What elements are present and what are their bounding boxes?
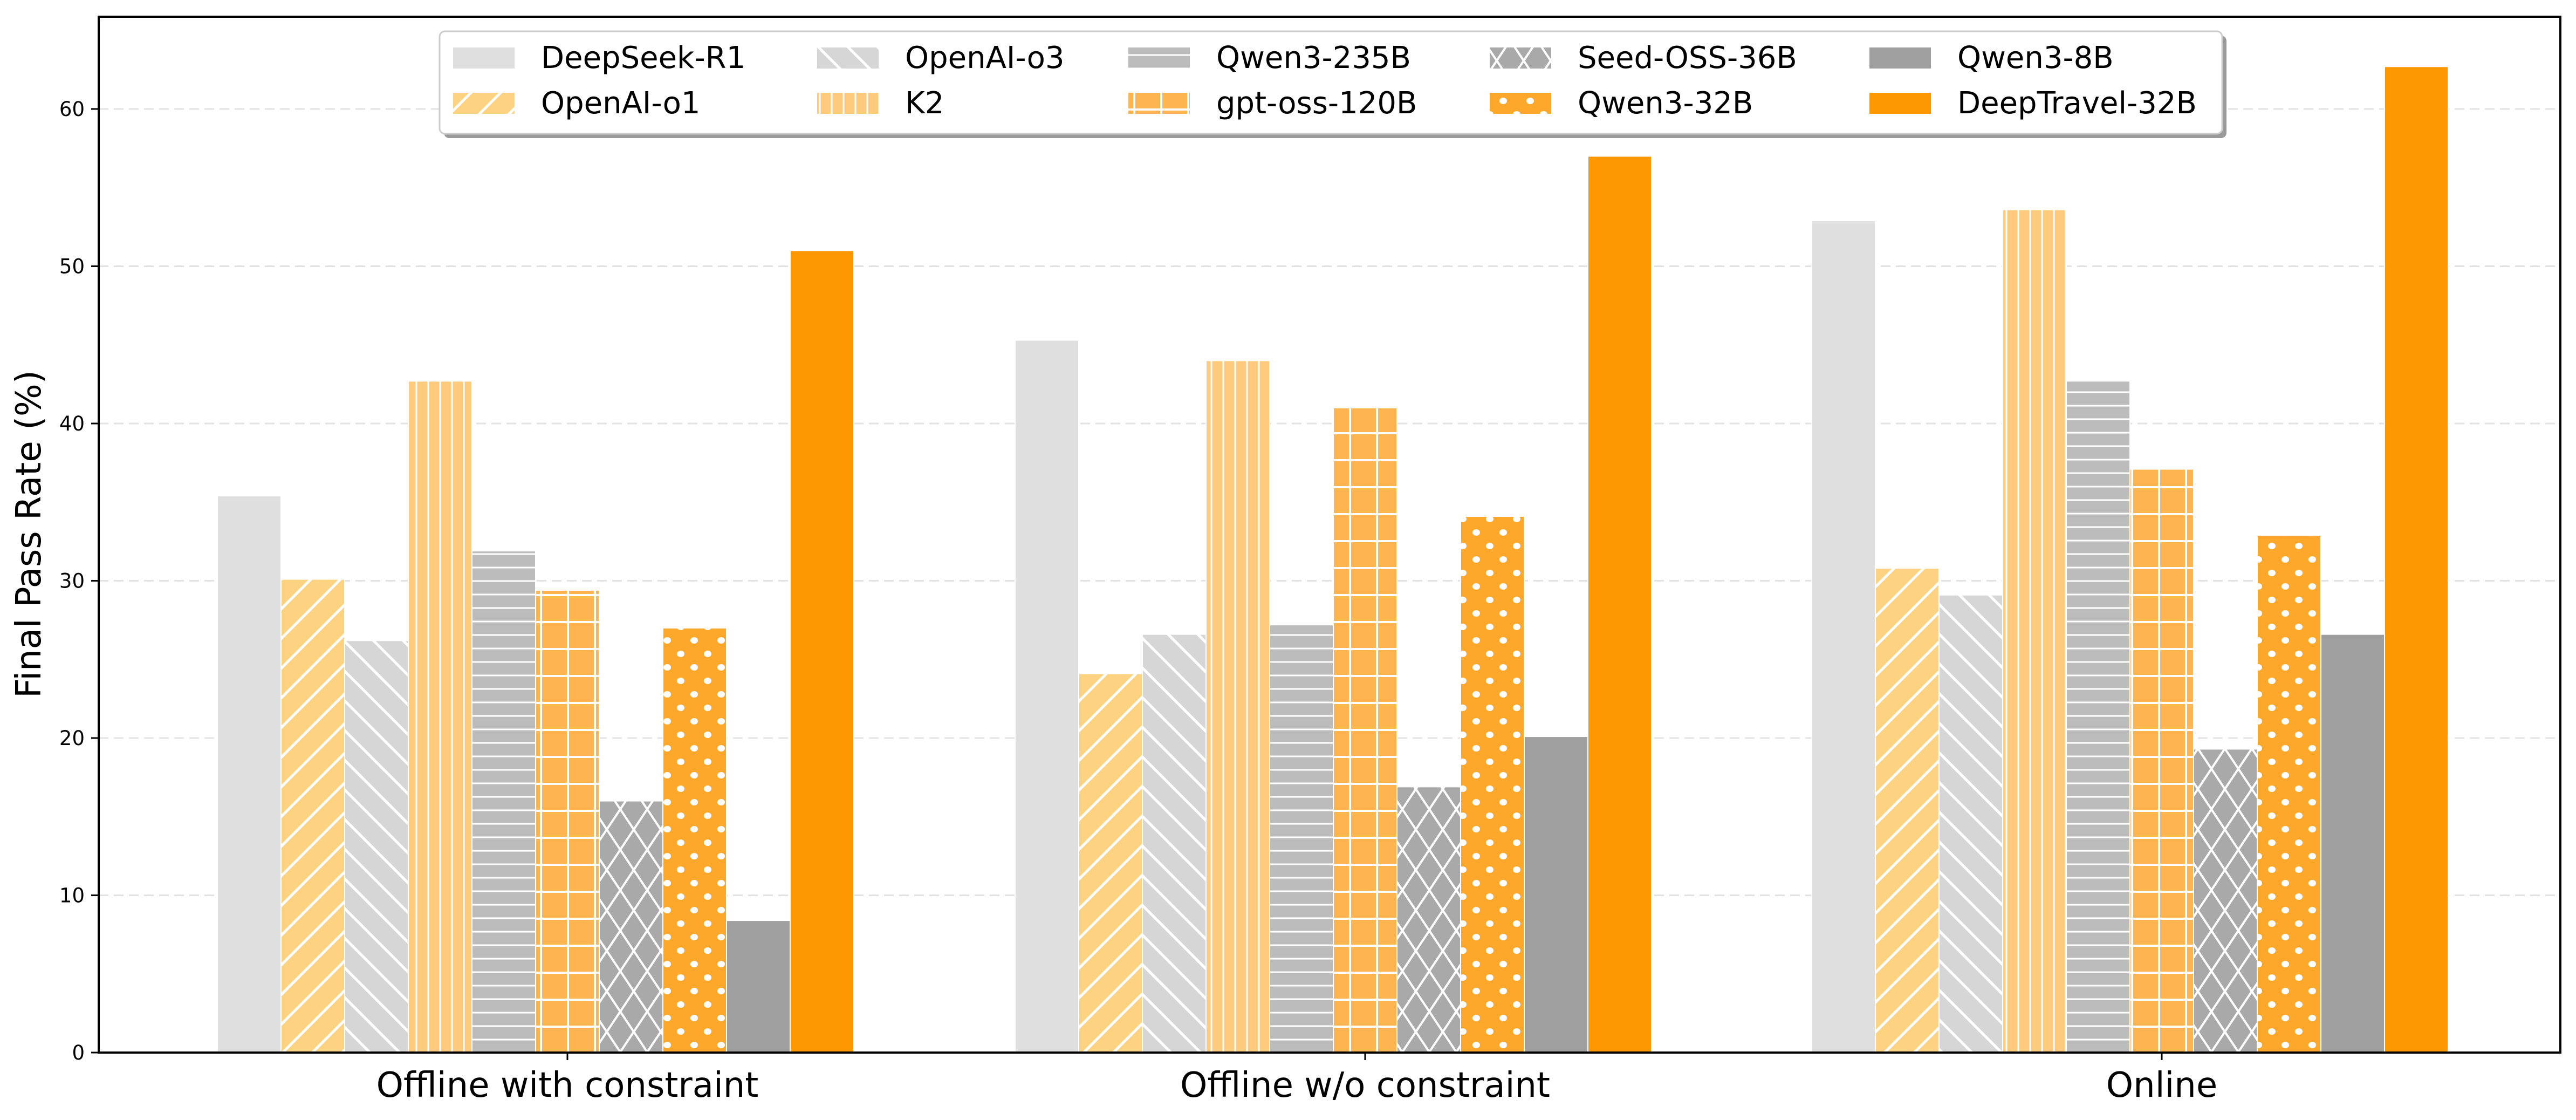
bar-openai-o3-2	[1938, 594, 2003, 1053]
legend-item: DeepSeek-R1	[453, 40, 745, 76]
legend-swatch	[1128, 93, 1190, 114]
bar-qwen3-235b-0	[471, 550, 536, 1053]
x-category-label: Offline with constraint	[376, 1066, 759, 1105]
legend-swatch	[453, 47, 515, 69]
legend-swatch	[1128, 47, 1190, 69]
x-category-label: Online	[2106, 1066, 2217, 1105]
y-axis-title: Final Pass Rate (%)	[9, 370, 49, 698]
x-axis-ticks: Offline with constraint Offline w/o const…	[376, 1053, 2217, 1105]
legend-item: Qwen3-8B	[1869, 40, 2114, 76]
legend-label: Qwen3-32B	[1578, 86, 1753, 121]
legend-label: gpt-oss-120B	[1216, 86, 1417, 121]
legend-item: OpenAI-o3	[817, 40, 1065, 76]
bar-k2-1	[1205, 360, 1270, 1053]
bar-deeptravel-32b-0	[790, 250, 854, 1054]
y-tick-label: 50	[59, 255, 85, 278]
legend-box	[439, 30, 2223, 135]
y-tick-label: 20	[59, 727, 85, 750]
legend: DeepSeek-R1 OpenAI-o1 OpenAI-o3 K2 Qwen3-235…	[439, 30, 2226, 138]
bar-qwen3-32b-0	[662, 627, 727, 1053]
y-axis-ticks: 0 10 20 30 40 50 60	[59, 98, 99, 1064]
bar-qwen3-8b-0	[726, 920, 791, 1054]
y-tick-label: 0	[72, 1041, 85, 1064]
bar-openai-o1-2	[1875, 568, 1940, 1054]
legend-label: DeepSeek-R1	[541, 40, 745, 76]
legend-label: K2	[905, 86, 944, 121]
bar-qwen3-8b-2	[2320, 633, 2385, 1053]
bar-openai-o1-1	[1078, 673, 1143, 1053]
bar-k2-0	[408, 380, 472, 1053]
bar-gpt-oss-120b-2	[2129, 468, 2194, 1053]
legend-item: K2	[817, 86, 944, 121]
bar-qwen3-32b-2	[2257, 534, 2321, 1053]
legend-label: OpenAI-o3	[905, 40, 1065, 76]
legend-swatch	[1869, 47, 1931, 69]
bar-gpt-oss-120b-0	[535, 589, 600, 1053]
bar-qwen3-32b-1	[1460, 515, 1525, 1053]
legend-swatch	[453, 93, 515, 114]
legend-label: Qwen3-235B	[1216, 40, 1411, 76]
bar-k2-2	[2002, 209, 2067, 1053]
legend-item: DeepTravel-32B	[1869, 86, 2197, 121]
bars	[217, 66, 2449, 1054]
legend-swatch	[1869, 93, 1931, 114]
bar-gpt-oss-120b-1	[1333, 407, 1397, 1053]
legend-label: DeepTravel-32B	[1957, 86, 2197, 121]
legend-item: Seed-OSS-36B	[1490, 40, 1797, 76]
bar-openai-o3-1	[1142, 633, 1207, 1053]
bar-deepseek-r1-1	[1015, 339, 1079, 1053]
legend-item: Qwen3-32B	[1490, 86, 1753, 121]
bar-seed-oss-36b-0	[599, 800, 663, 1053]
bar-qwen3-235b-2	[2066, 380, 2130, 1053]
legend-item: gpt-oss-120B	[1128, 86, 1417, 121]
bar-deepseek-r1-0	[217, 495, 282, 1054]
bar-openai-o1-0	[280, 578, 345, 1053]
bar-openai-o3-0	[344, 640, 409, 1053]
legend-swatch	[817, 93, 879, 114]
bar-deepseek-r1-2	[1811, 220, 1876, 1054]
legend-label: OpenAI-o1	[541, 86, 701, 121]
legend-label: Qwen3-8B	[1957, 40, 2114, 76]
bar-deeptravel-32b-1	[1587, 155, 1652, 1054]
y-tick-label: 40	[59, 412, 85, 435]
legend-item: OpenAI-o1	[453, 86, 701, 121]
bar-seed-oss-36b-1	[1396, 786, 1461, 1053]
plot-frame	[98, 16, 2561, 1054]
axes	[98, 16, 2561, 1054]
legend-swatch	[1490, 93, 1551, 114]
bar-seed-oss-36b-2	[2193, 748, 2258, 1053]
legend-item: Qwen3-235B	[1128, 40, 1411, 76]
legend-swatch	[817, 47, 879, 69]
bar-qwen3-8b-1	[1524, 736, 1588, 1053]
legend-swatch	[1490, 47, 1551, 69]
bar-deeptravel-32b-2	[2384, 66, 2449, 1053]
y-tick-label: 60	[59, 98, 85, 121]
bar-qwen3-235b-1	[1269, 624, 1334, 1053]
y-tick-label: 10	[59, 884, 85, 907]
y-tick-label: 30	[59, 570, 85, 593]
x-category-label: Offline w/o constraint	[1180, 1066, 1550, 1105]
legend-label: Seed-OSS-36B	[1578, 40, 1797, 76]
